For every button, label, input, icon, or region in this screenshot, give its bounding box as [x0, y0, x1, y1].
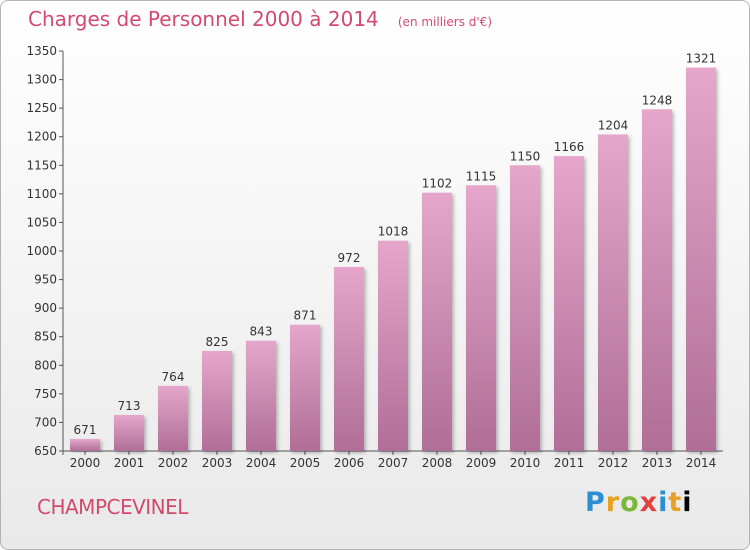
- logo-letter: t: [668, 487, 683, 518]
- data-label: 1150: [510, 149, 541, 163]
- chart-subtitle: (en milliers d'€): [397, 15, 492, 29]
- x-tick-label: 2014: [686, 456, 717, 470]
- y-tick-label: 750: [34, 387, 57, 401]
- data-label: 871: [294, 309, 317, 323]
- bar: [334, 267, 364, 451]
- y-tick-label: 1250: [26, 101, 57, 115]
- data-label: 1204: [598, 118, 629, 132]
- x-tick-label: 2002: [158, 456, 189, 470]
- axes: 650 700 750 800 850 900 950 1000 1050 1100 1150 120…: [26, 44, 723, 470]
- data-label: 713: [118, 399, 141, 413]
- x-tick-label: 2001: [114, 456, 145, 470]
- y-tick-label: 1150: [26, 158, 57, 172]
- title-row: Charges de Personnel 2000 à 2014 (en mil…: [28, 7, 492, 31]
- logo-letter: i: [682, 487, 693, 518]
- bar: [158, 385, 188, 451]
- bar: [642, 109, 672, 452]
- x-tick-label: 2008: [422, 456, 453, 470]
- data-label: 972: [338, 251, 361, 265]
- logo-letter: x: [639, 487, 659, 518]
- commune-name: CHAMPCEVINEL: [37, 495, 188, 519]
- bar: [686, 67, 716, 452]
- data-label: 1102: [422, 177, 453, 191]
- y-tick-label: 650: [34, 444, 57, 458]
- data-label: 764: [162, 370, 185, 384]
- x-tick-label: 2007: [378, 456, 409, 470]
- bar: [378, 240, 408, 451]
- data-label: 843: [250, 325, 273, 339]
- y-tick-label: 850: [34, 330, 57, 344]
- x-tick-label: 2005: [290, 456, 321, 470]
- x-tick-label: 2004: [246, 456, 277, 470]
- bar: [202, 351, 232, 451]
- bar: [290, 324, 320, 451]
- y-tick-label: 1050: [26, 215, 57, 229]
- x-tick-label: 2011: [554, 456, 585, 470]
- bar: [466, 185, 496, 452]
- data-label: 671: [74, 423, 97, 437]
- data-label: 1115: [466, 169, 497, 183]
- value-labels: 671 713 764 825 843 871 972 1018 1102 1115 1150 116…: [74, 52, 717, 437]
- bar: [598, 134, 628, 451]
- x-tick-label: 2010: [510, 456, 541, 470]
- proxiti-logo: Proxiti: [585, 487, 693, 518]
- bar: [554, 156, 584, 451]
- data-label: 1018: [378, 225, 409, 239]
- data-label: 1166: [554, 140, 585, 154]
- x-tick-label: 2006: [334, 456, 365, 470]
- chart-title: Charges de Personnel 2000 à 2014: [28, 7, 379, 31]
- x-tick-label: 2013: [642, 456, 673, 470]
- data-label: 825: [206, 335, 229, 349]
- bar: [510, 165, 540, 452]
- y-tick-label: 1200: [26, 130, 57, 144]
- bar: [114, 415, 144, 451]
- data-label: 1321: [686, 52, 717, 66]
- y-tick-label: 950: [34, 273, 57, 287]
- logo-letter: o: [620, 487, 640, 518]
- x-tick-label: 2012: [598, 456, 629, 470]
- bar: [422, 192, 452, 451]
- x-tick-label: 2000: [70, 456, 101, 470]
- y-tick-label: 700: [34, 415, 57, 429]
- x-tick-label: 2009: [466, 456, 497, 470]
- data-label: 1248: [642, 93, 673, 107]
- y-tick-label: 900: [34, 301, 57, 315]
- logo-letter: i: [658, 487, 669, 518]
- logo-letter: P: [585, 487, 606, 518]
- bars: [70, 67, 716, 452]
- y-tick-label: 1300: [26, 73, 57, 87]
- bar: [70, 439, 100, 451]
- y-tick-label: 1350: [26, 44, 57, 58]
- bar: [246, 340, 276, 451]
- y-tick-label: 1000: [26, 244, 57, 258]
- y-tick-label: 1100: [26, 187, 57, 201]
- y-tick-label: 800: [34, 358, 57, 372]
- logo-letter: r: [605, 487, 621, 518]
- x-tick-label: 2003: [202, 456, 233, 470]
